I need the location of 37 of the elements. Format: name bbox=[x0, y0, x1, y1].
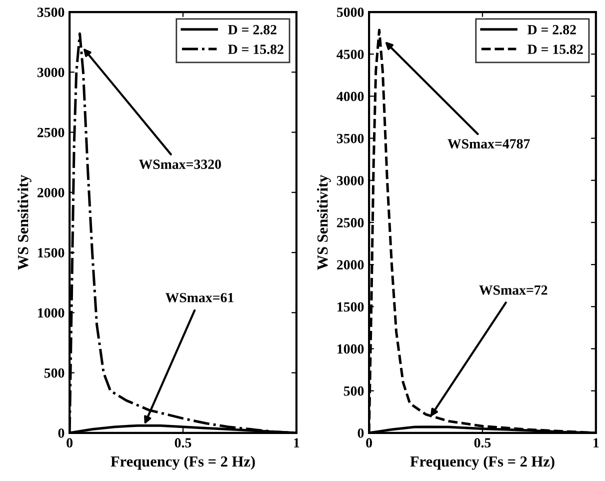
legend-label: D = 15.82 bbox=[528, 44, 583, 54]
y-tick-label: 4000 bbox=[336, 92, 364, 102]
annotation: WSmax=3320 bbox=[138, 160, 221, 170]
x-tick-label: 1 bbox=[594, 438, 599, 448]
x-tick-label: 0.5 bbox=[474, 438, 491, 448]
y-tick-label: 0 bbox=[358, 428, 364, 438]
annotation: WSmax=61 bbox=[165, 292, 234, 302]
y-tick-label: 500 bbox=[344, 386, 364, 396]
x-axis-title: Frequency (Fs = 2 Hz) bbox=[110, 456, 255, 470]
y-tick-label: 3000 bbox=[336, 176, 364, 186]
annotation: WSmax=4787 bbox=[448, 139, 530, 149]
legend-label: D = 15.82 bbox=[228, 44, 284, 54]
y-tick-label: 2500 bbox=[336, 218, 364, 228]
legend-label: D = 2.82 bbox=[228, 25, 276, 34]
y-tick-label: 4500 bbox=[336, 50, 364, 60]
y-tick-label: 2000 bbox=[38, 188, 64, 198]
y-tick-label: 1500 bbox=[38, 248, 64, 258]
x-tick-label: 0.5 bbox=[174, 438, 192, 448]
x-tick-label: 0 bbox=[366, 438, 372, 448]
y-tick-label: 3500 bbox=[37, 8, 64, 17]
y-tick-label: 3000 bbox=[37, 68, 64, 78]
y-axis-title: WS Sensitivity bbox=[17, 174, 32, 270]
y-tick-label: 1000 bbox=[338, 344, 364, 354]
y-tick-label: 5000 bbox=[336, 8, 364, 17]
y-tick-label: 1500 bbox=[338, 302, 364, 312]
y-axis-title: WS Sensitivity bbox=[316, 174, 331, 270]
y-tick-label: 500 bbox=[44, 368, 64, 378]
y-tick-label: 2000 bbox=[336, 260, 364, 270]
x-axis-title: Frequency (Fs = 2 Hz) bbox=[410, 456, 554, 470]
x-tick-label: 0 bbox=[66, 438, 73, 448]
y-tick-label: 2500 bbox=[38, 128, 64, 138]
legend-label: D = 2.82 bbox=[528, 25, 576, 34]
y-tick-label: 1000 bbox=[38, 308, 64, 318]
annotation: WSmax=72 bbox=[479, 285, 548, 295]
y-tick-label: 0 bbox=[58, 428, 64, 438]
y-tick-label: 3500 bbox=[336, 134, 364, 144]
x-tick-label: 1 bbox=[294, 438, 300, 448]
